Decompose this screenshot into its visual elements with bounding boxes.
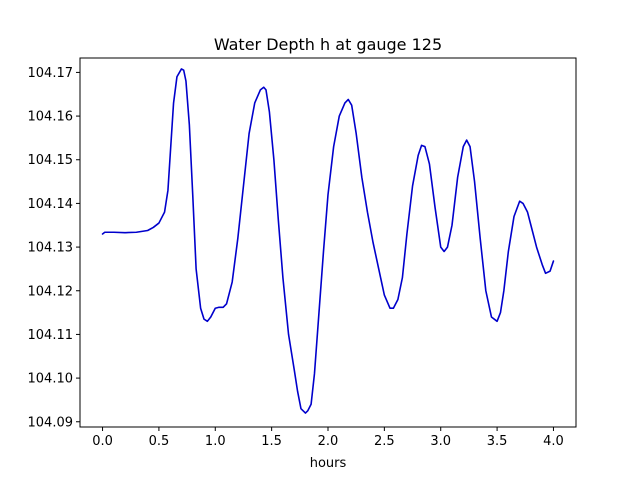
y-axis: 104.09 104.10 104.11 104.12 104.13 104.14 104.… [28, 66, 80, 430]
x-tick-label: 2.0 [318, 434, 339, 449]
x-tick-label: 1.0 [205, 434, 226, 449]
x-tick-label: 3.0 [430, 434, 451, 449]
y-tick-label: 104.17 [28, 66, 74, 81]
y-tick-label: 104.09 [28, 415, 74, 430]
plot-area [101, 68, 555, 414]
plot-frame [79, 57, 577, 428]
x-tick-label: 0.5 [149, 434, 170, 449]
y-tick-label: 104.15 [28, 153, 74, 168]
series-line-0 [101, 68, 555, 414]
y-tick-label: 104.11 [28, 328, 74, 343]
x-tick-label: 1.5 [261, 434, 282, 449]
y-tick-label: 104.14 [28, 197, 74, 212]
x-tick-label: 2.5 [374, 434, 395, 449]
x-tick-label: 4.0 [543, 434, 564, 449]
chart-title: Water Depth h at gauge 125 [214, 35, 442, 54]
x-tick-label: 3.5 [487, 434, 508, 449]
x-axis: 0.0 0.5 1.0 1.5 2.0 2.5 3.0 3.5 4.0 [92, 427, 564, 449]
x-tick-label: 0.0 [92, 434, 113, 449]
y-tick-label: 104.10 [28, 372, 74, 387]
y-tick-label: 104.13 [28, 241, 74, 256]
y-tick-label: 104.16 [28, 110, 74, 125]
x-axis-label: hours [310, 456, 347, 471]
y-tick-label: 104.12 [28, 284, 74, 299]
